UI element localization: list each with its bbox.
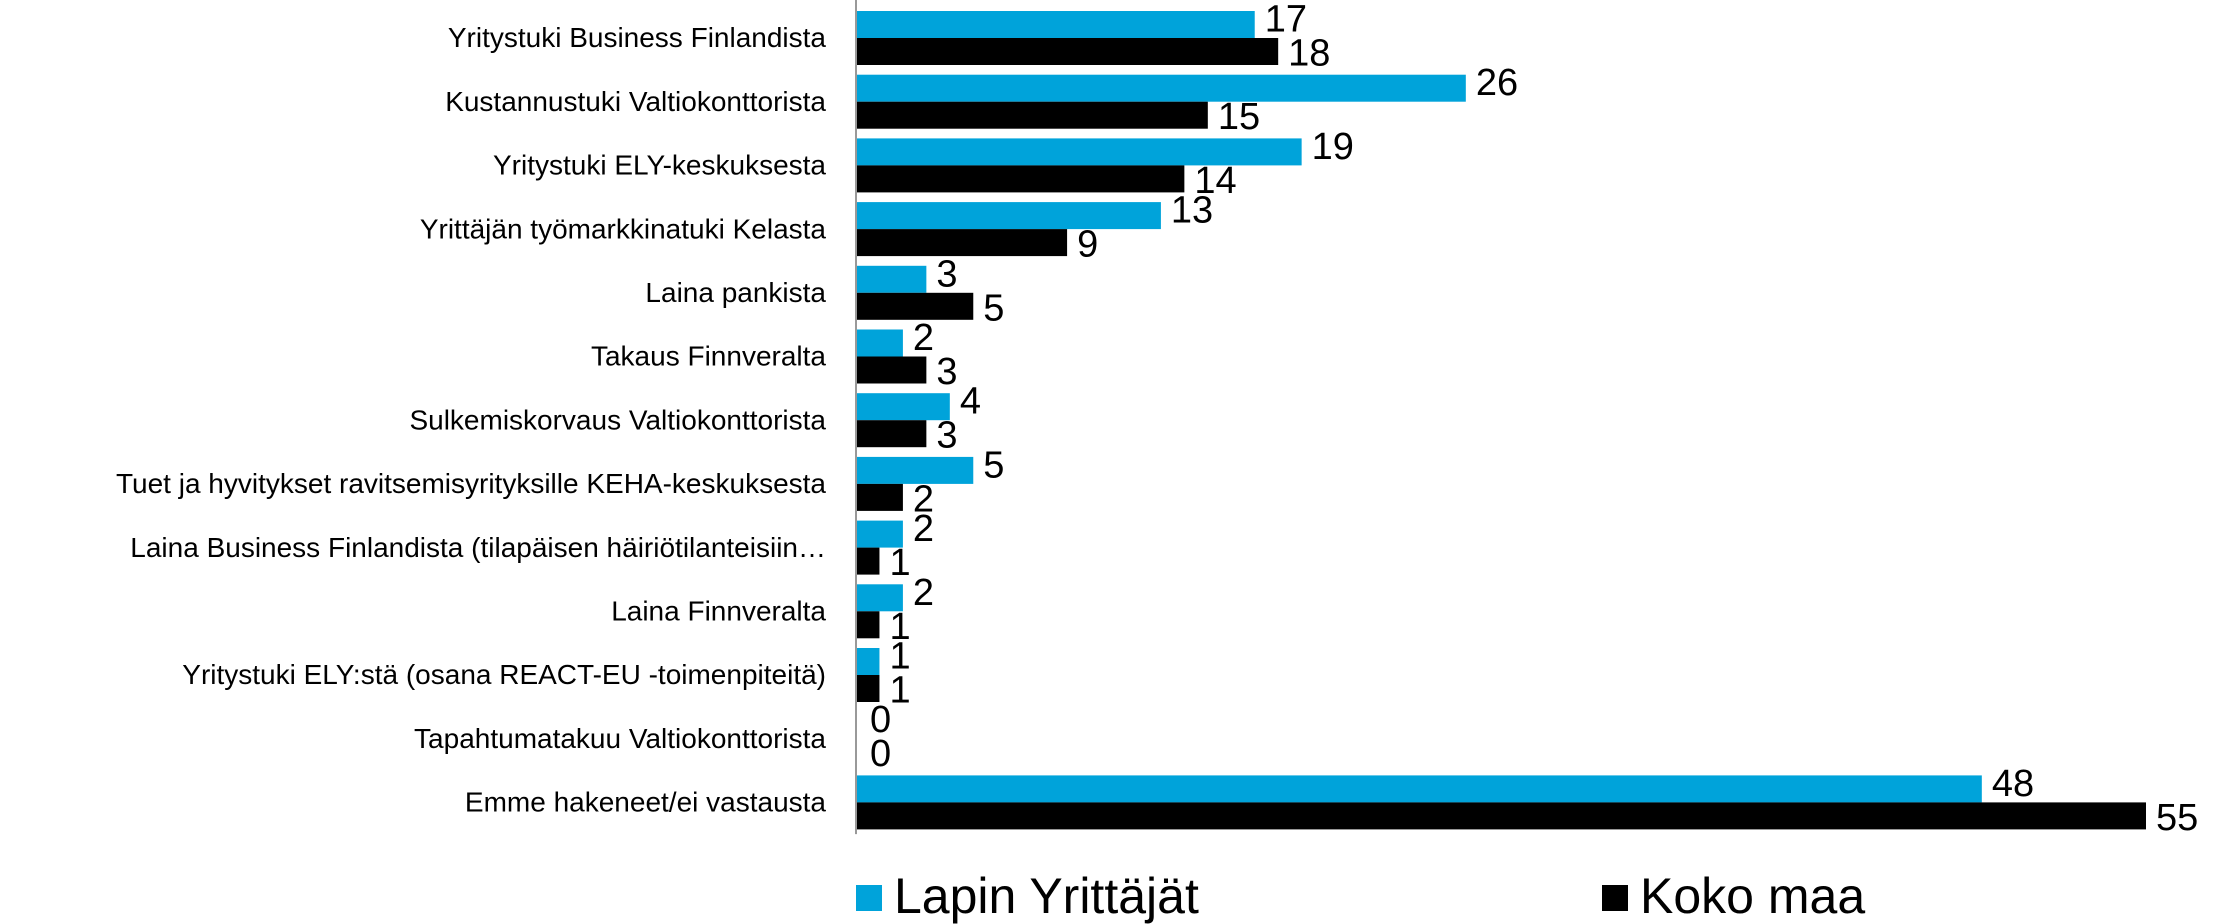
category-label: Yritystuki ELY-keskuksesta <box>493 150 826 181</box>
value-label: 2 <box>913 572 934 614</box>
value-label: 1 <box>889 670 910 712</box>
value-label: 26 <box>1476 62 1518 104</box>
value-label: 1 <box>889 606 910 648</box>
bar <box>856 356 927 384</box>
value-label: 17 <box>1265 0 1307 41</box>
category-label: Yrittäjän työmarkkinatuki Kelasta <box>420 213 827 244</box>
value-label: 5 <box>983 444 1004 486</box>
value-label: 19 <box>1312 126 1354 168</box>
value-label: 55 <box>2156 797 2198 839</box>
legend-swatch <box>856 885 882 911</box>
value-label: 0 <box>870 699 891 741</box>
value-label: 2 <box>913 478 934 520</box>
value-label: 2 <box>913 508 934 550</box>
value-label: 14 <box>1194 160 1236 202</box>
value-label: 1 <box>889 636 910 678</box>
bar <box>856 393 950 421</box>
value-label: 0 <box>870 733 891 775</box>
category-label: Laina pankista <box>645 277 826 308</box>
value-label: 3 <box>936 253 957 295</box>
value-label: 9 <box>1077 224 1098 266</box>
category-label: Yritystuki Business Finlandista <box>448 22 827 53</box>
category-label: Takaus Finnveralta <box>591 341 826 372</box>
value-label: 3 <box>936 415 957 457</box>
bar <box>856 648 880 675</box>
bar <box>856 802 2146 830</box>
category-label: Tapahtumatakuu Valtiokonttorista <box>414 723 826 754</box>
value-label: 15 <box>1218 96 1260 138</box>
value-label: 5 <box>983 287 1004 329</box>
legend-swatch <box>1602 885 1628 911</box>
value-label: 3 <box>936 351 957 393</box>
category-label: Kustannustuki Valtiokonttorista <box>445 86 826 117</box>
bar <box>856 547 880 575</box>
legend-label: Lapin Yrittäjät <box>894 868 1199 924</box>
value-label: 1 <box>889 542 910 584</box>
bar <box>856 584 903 612</box>
value-label: 13 <box>1171 190 1213 232</box>
value-label: 4 <box>960 381 981 423</box>
category-label: Tuet ja hyvitykset ravitsemisyrityksille… <box>116 468 826 499</box>
value-label: 18 <box>1288 33 1330 75</box>
bar <box>856 74 1466 102</box>
bar <box>856 329 903 357</box>
bar <box>856 675 880 702</box>
category-label: Sulkemiskorvaus Valtiokonttorista <box>409 404 826 435</box>
legend-label: Koko maa <box>1640 868 1865 924</box>
category-label: Laina Finnveralta <box>611 596 826 627</box>
bar <box>856 229 1068 257</box>
value-label: 2 <box>913 317 934 359</box>
value-label: 48 <box>1992 763 2034 805</box>
bar <box>856 265 927 293</box>
bar <box>856 483 903 511</box>
bar <box>856 775 1982 803</box>
bar <box>856 38 1279 65</box>
bar <box>856 292 974 320</box>
bar <box>856 202 1161 230</box>
bar <box>856 165 1185 193</box>
category-label: Yritystuki ELY:stä (osana REACT-EU -toim… <box>182 659 826 690</box>
bar <box>856 101 1208 129</box>
category-label: Laina Business Finlandista (tilapäisen h… <box>130 532 826 563</box>
bar <box>856 138 1302 166</box>
bar <box>856 611 880 639</box>
category-label: Emme hakeneet/ei vastausta <box>465 787 827 818</box>
bar <box>856 456 974 484</box>
bar <box>856 420 927 448</box>
bar <box>856 11 1255 38</box>
bar <box>856 520 903 548</box>
